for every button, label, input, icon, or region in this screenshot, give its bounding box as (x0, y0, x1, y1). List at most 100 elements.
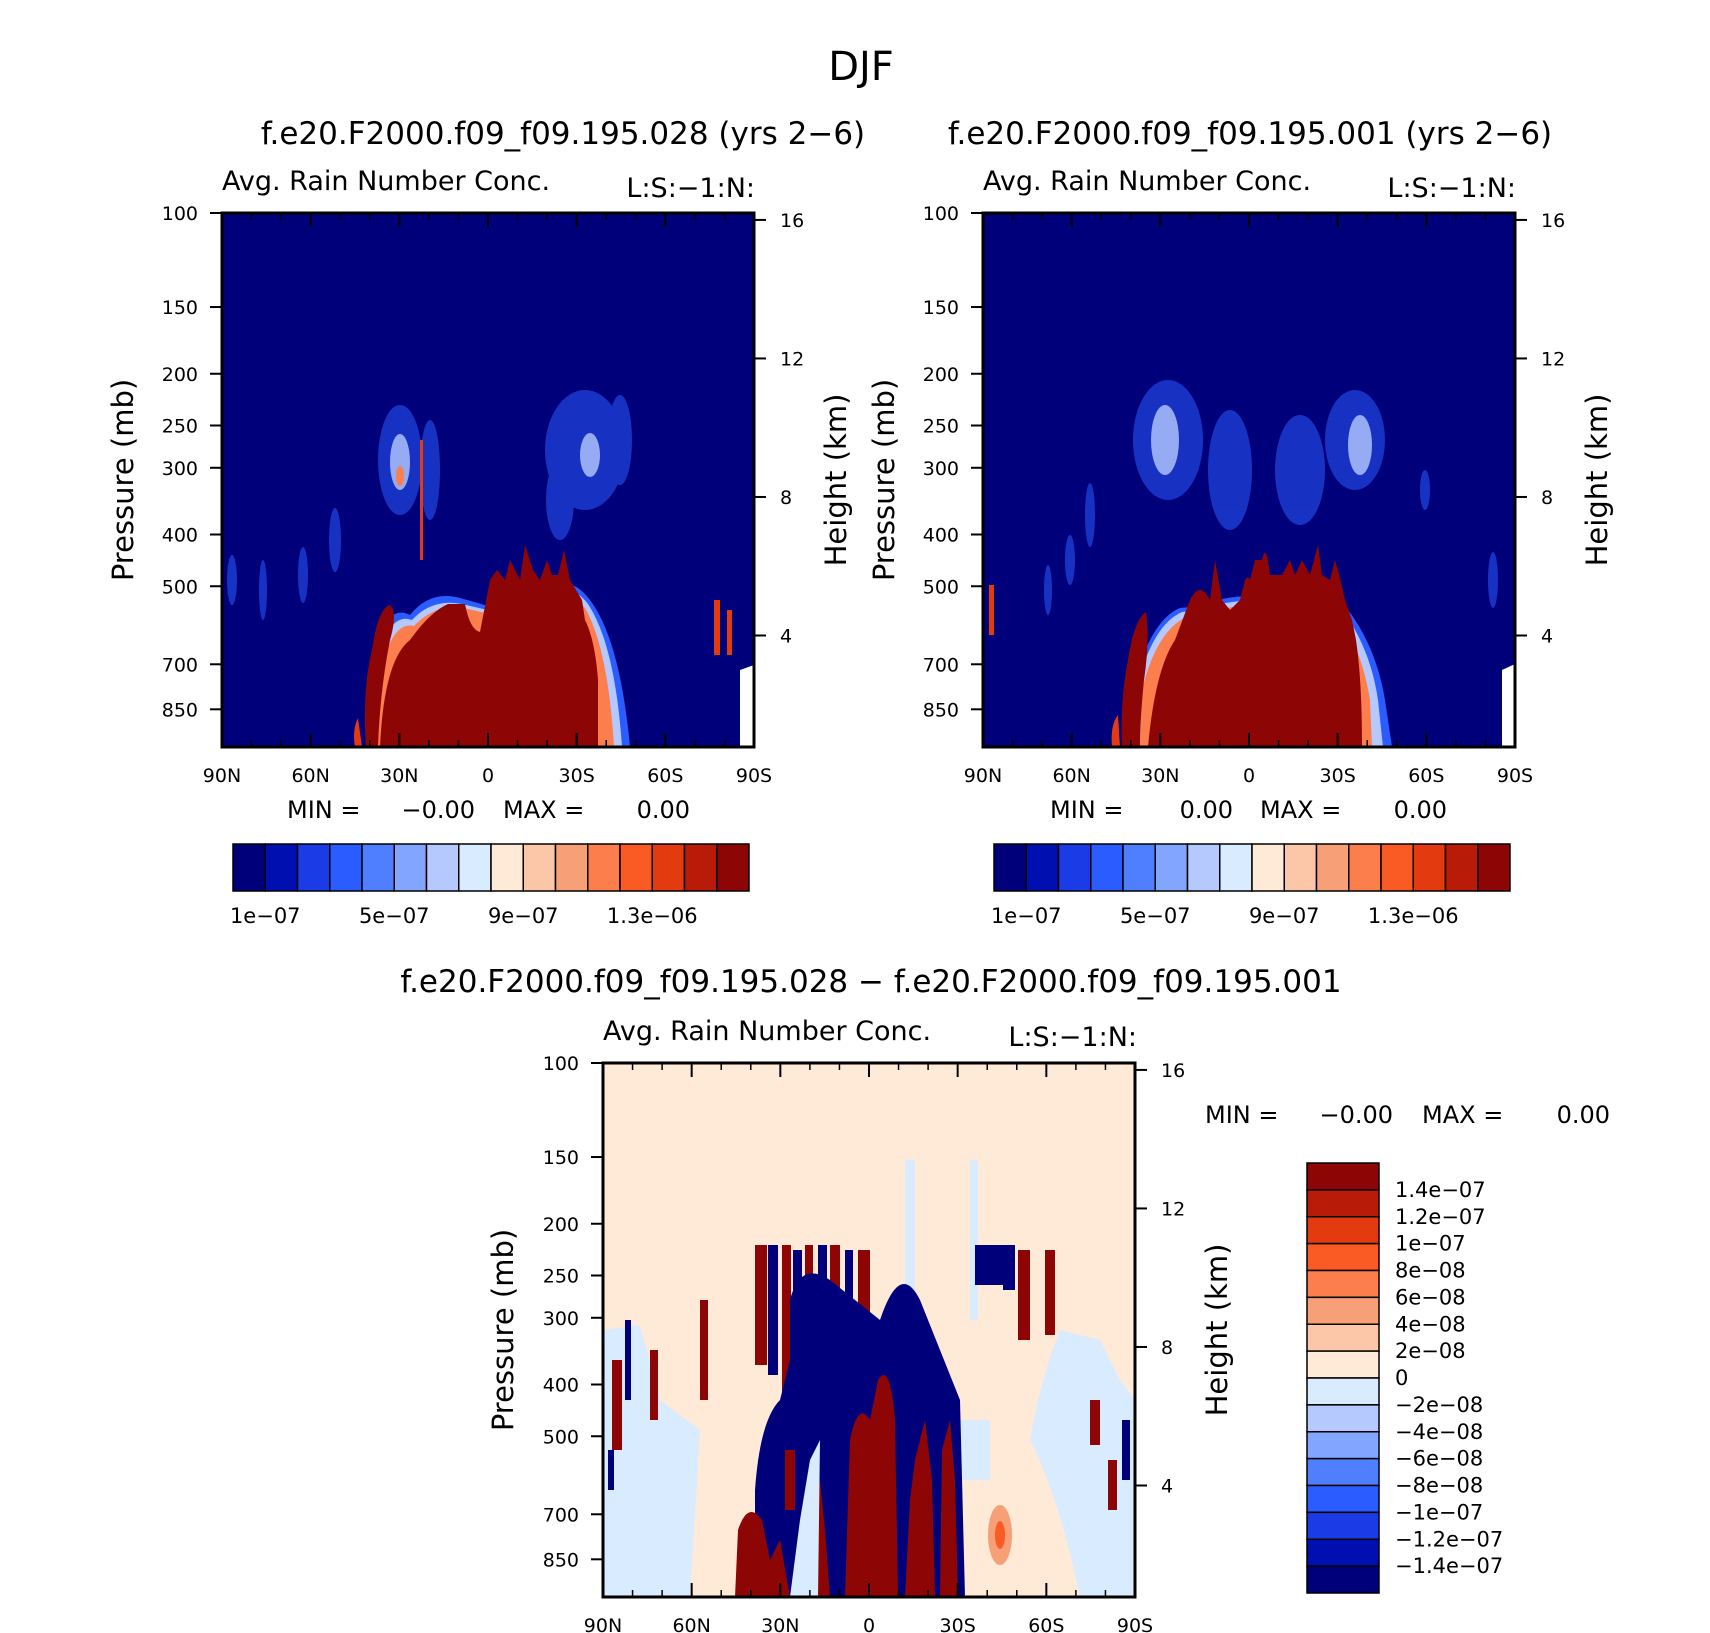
y-right-axis-label: Height (km) (819, 394, 853, 567)
colorbar-swatch (716, 843, 750, 892)
y-tick-label: 100 (923, 203, 959, 225)
y-tick-label: 250 (543, 1266, 579, 1288)
y-tick-label: 300 (923, 458, 959, 480)
max-label: MAX = (1260, 796, 1341, 824)
colorbar: 1e−07 5e−07 9e−07 1.3e−06 (991, 843, 1511, 928)
level-label: L:S:−1:N: (1387, 173, 1516, 204)
y-tick-label: 500 (162, 576, 198, 598)
colorbar-swatch (1306, 1377, 1380, 1406)
colorbar-swatch (651, 843, 686, 892)
y-tick-label: 300 (162, 458, 198, 480)
colorbar-swatch (587, 843, 621, 892)
x-tick-label: 90S (1117, 1615, 1153, 1633)
max-label: MAX = (1422, 1101, 1503, 1129)
min-value: 0.00 (1180, 796, 1233, 824)
colorbar-label: −8e−08 (1395, 1474, 1483, 1498)
colorbar-swatch (425, 843, 460, 892)
y-right-tick-label: 4 (780, 625, 792, 647)
colorbar-swatch (1251, 843, 1285, 892)
y-right-axis-label: Height (km) (1200, 1244, 1234, 1417)
y-tick-label: 150 (923, 297, 959, 319)
y-tick-label: 100 (162, 203, 198, 225)
panel-subtitle: Avg. Rain Number Conc. (983, 166, 1311, 197)
colorbar-label: 1e−07 (230, 904, 301, 928)
min-label: MIN = (1205, 1101, 1278, 1129)
min-label: MIN = (287, 796, 360, 824)
colorbar-swatch (1315, 843, 1350, 892)
y-right-tick-label: 8 (1161, 1337, 1173, 1359)
x-tick-label: 60S (1028, 1615, 1064, 1633)
x-tick-label: 0 (482, 765, 494, 787)
colorbar-label: 0 (1395, 1366, 1408, 1390)
colorbar-swatch (1025, 843, 1060, 892)
min-value: −0.00 (1319, 1101, 1393, 1129)
colorbar-label: 2e−08 (1395, 1339, 1466, 1363)
colorbar-swatch (296, 843, 331, 892)
y-right-tick-label: 12 (1541, 348, 1565, 370)
colorbar-swatch (458, 843, 492, 892)
colorbar-label: 1.2e−07 (1395, 1205, 1486, 1229)
level-label: L:S:−1:N: (626, 173, 755, 204)
colorbar-label: 4e−08 (1395, 1312, 1466, 1336)
colorbar-swatch (232, 843, 266, 892)
colorbar-swatch (1283, 843, 1318, 892)
colorbar-label: 8e−08 (1395, 1259, 1466, 1283)
colorbar-label: 6e−08 (1395, 1285, 1466, 1309)
colorbar-swatch (554, 843, 589, 892)
max-label: MAX = (503, 796, 584, 824)
colorbar: 1e−07 5e−07 9e−07 1.3e−06 (230, 843, 750, 928)
x-tick-label: 30S (1320, 765, 1356, 787)
panel-difference: f.e20.F2000.f09_f09.195.028 − f.e20.F200… (400, 964, 1610, 1633)
y-tick-label: 400 (923, 525, 959, 547)
axes: 90N 60N 30N 0 30S 60S 90S 100 150 200 250 300 400 500… (543, 1053, 1185, 1633)
colorbar-label: −1e−07 (1395, 1500, 1483, 1524)
colorbar-swatch (1306, 1242, 1380, 1272)
colorbar-swatch (1090, 843, 1124, 892)
x-tick-label: 60S (647, 765, 683, 787)
x-tick-label: 0 (863, 1615, 875, 1633)
colorbar-swatch (1412, 843, 1447, 892)
colorbar-swatch (1380, 843, 1414, 892)
colorbar-swatch (1348, 843, 1382, 892)
y-right-tick-label: 16 (1161, 1060, 1185, 1082)
x-tick-label: 30S (559, 765, 595, 787)
x-tick-label: 60N (1052, 765, 1090, 787)
y-axis-label: Pressure (mb) (486, 1229, 520, 1431)
colorbar-swatch (1306, 1484, 1380, 1514)
colorbar-swatch (1306, 1404, 1380, 1433)
y-tick-label: 150 (543, 1147, 579, 1169)
colorbar-swatch (522, 843, 557, 892)
contour-field (603, 1063, 1135, 1597)
colorbar-label: 1.3e−06 (1368, 904, 1459, 928)
colorbar-swatch (1057, 843, 1092, 892)
y-tick-label: 200 (543, 1214, 579, 1236)
colorbar-swatch (1477, 843, 1511, 892)
colorbar-swatch (361, 843, 395, 892)
colorbar-swatch (1306, 1189, 1380, 1218)
panel-title: f.e20.F2000.f09_f09.195.028 (yrs 2−6) (261, 116, 865, 152)
x-tick-label: 90N (584, 1615, 622, 1633)
y-tick-label: 850 (923, 699, 959, 721)
max-value: 0.00 (1394, 796, 1447, 824)
x-tick-label: 30N (1141, 765, 1179, 787)
x-tick-label: 60N (672, 1615, 710, 1633)
colorbar-label: 9e−07 (488, 904, 559, 928)
colorbar-swatch (264, 843, 299, 892)
colorbar-swatch (1444, 843, 1479, 892)
colorbar-swatch (1122, 843, 1156, 892)
min-value: −0.00 (401, 796, 475, 824)
x-tick-label: 30S (940, 1615, 976, 1633)
colorbar-swatch (1306, 1216, 1380, 1245)
min-label: MIN = (1050, 796, 1123, 824)
figure-title: DJF (828, 44, 894, 90)
colorbar-label: 1e−07 (991, 904, 1062, 928)
y-tick-label: 850 (543, 1549, 579, 1571)
colorbar-swatch (1306, 1538, 1380, 1567)
y-right-tick-label: 4 (1541, 625, 1553, 647)
y-tick-label: 700 (543, 1504, 579, 1526)
y-tick-label: 300 (543, 1308, 579, 1330)
y-tick-label: 200 (923, 364, 959, 386)
colorbar-swatch (393, 843, 428, 892)
colorbar-label: −4e−08 (1395, 1420, 1483, 1444)
